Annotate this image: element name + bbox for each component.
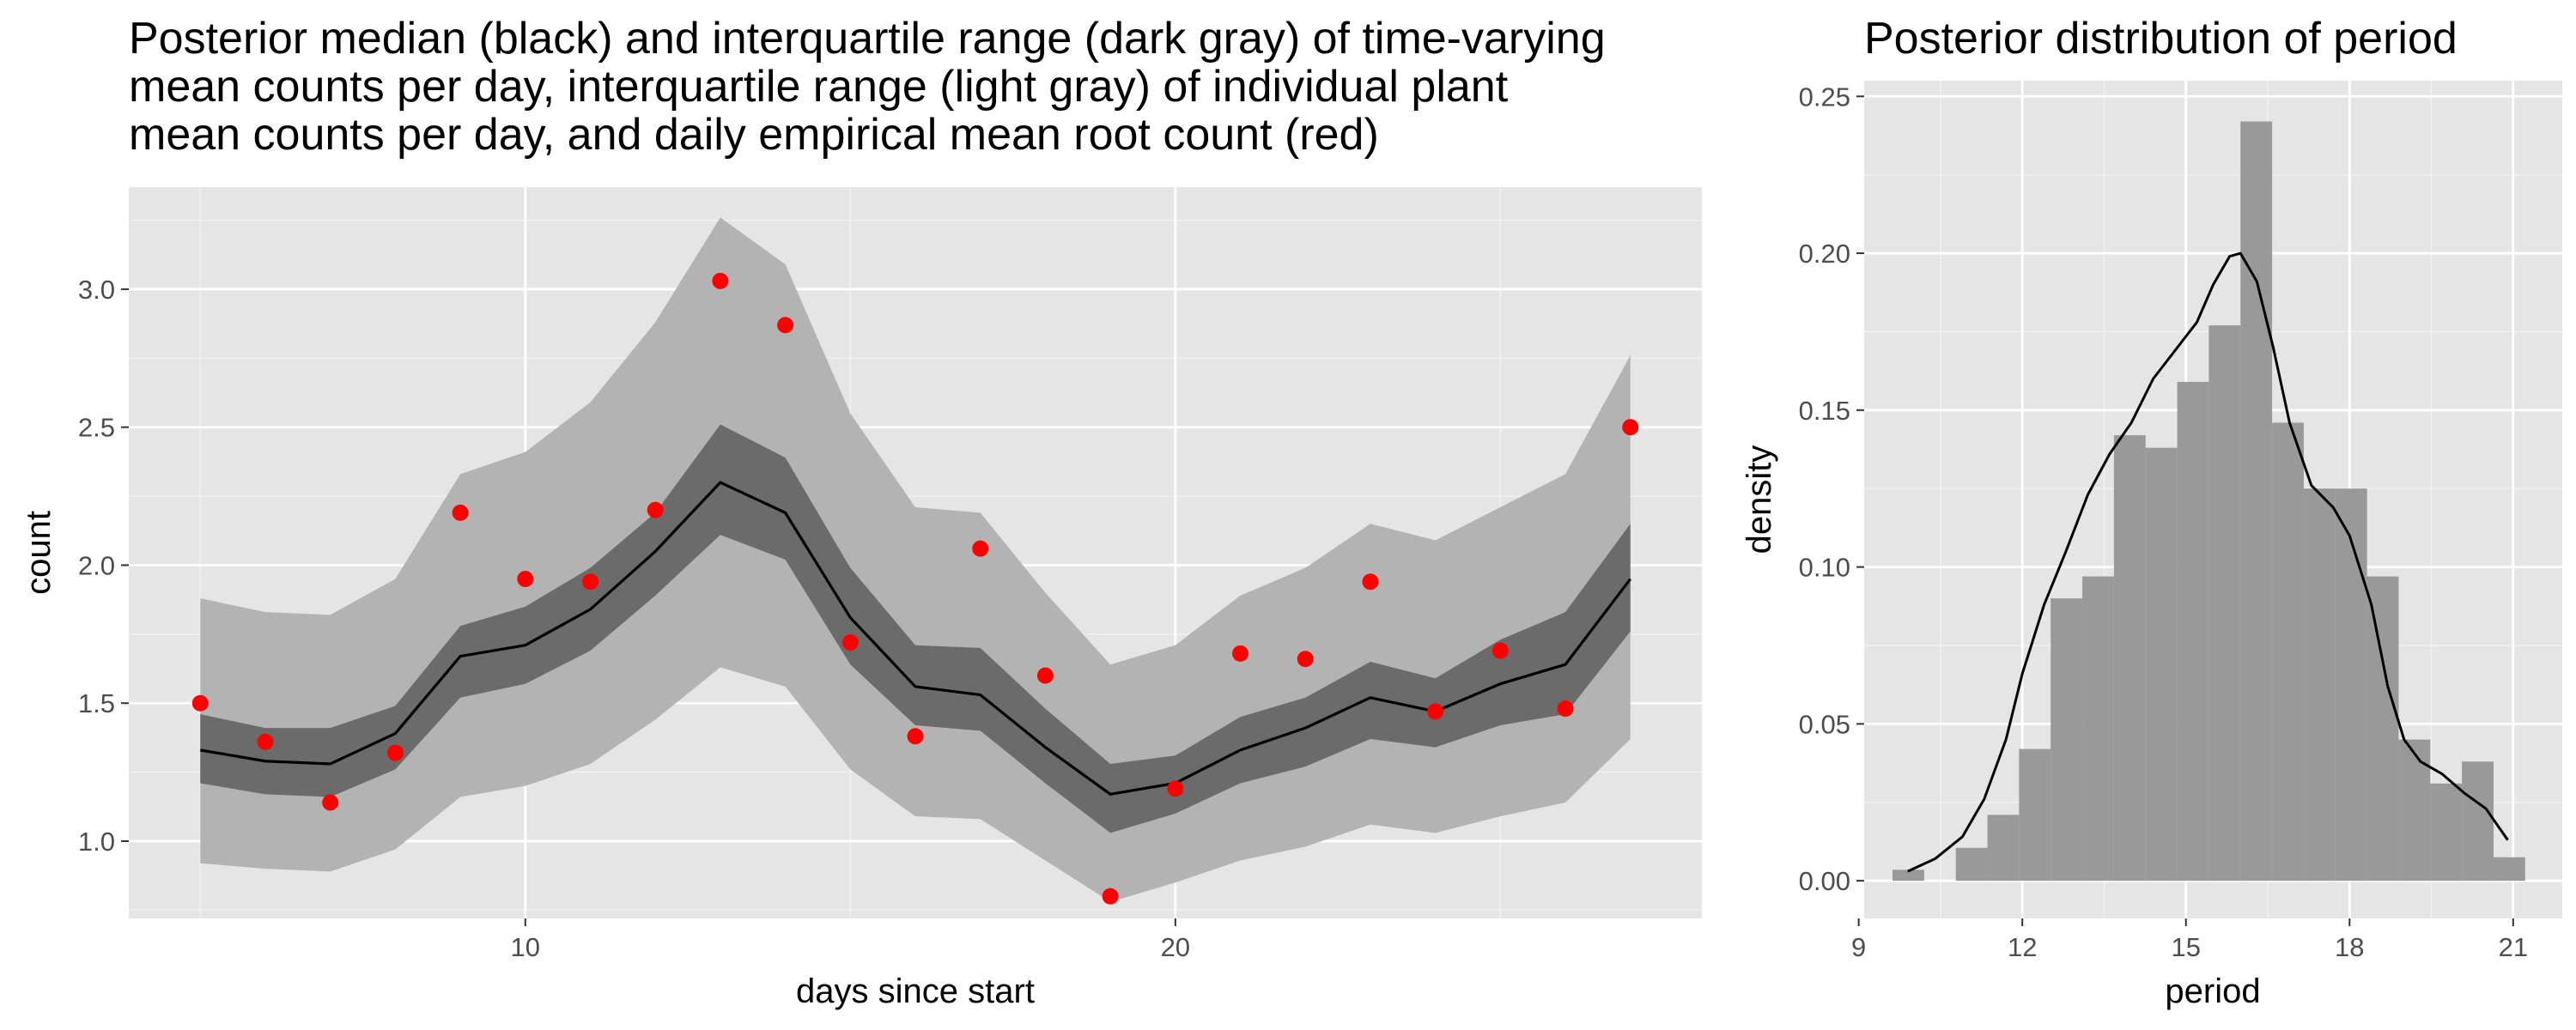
right-ticks: 9 12 15 18 21 0.00 0.05 0.10 0.15 0.20 0.25 — [1799, 82, 2528, 962]
left-title-line-3: mean counts per day, and daily empirical… — [129, 110, 1379, 160]
histogram-bar — [2113, 435, 2146, 882]
left-x-axis-title: days since start — [796, 972, 1035, 1010]
left-bands — [200, 217, 1631, 902]
left-y-tick-label: 2.0 — [78, 550, 115, 580]
right-y-tick-label: 0.15 — [1799, 396, 1850, 426]
histogram-bar — [2335, 488, 2367, 882]
empirical-mean-point — [1232, 645, 1249, 662]
left-lines — [200, 481, 1632, 796]
left-panel: Posterior median (black) and interquarti… — [20, 14, 1702, 1010]
empirical-mean-point — [1622, 419, 1639, 436]
empirical-mean-point — [712, 272, 729, 289]
right-x-tick-label: 18 — [2335, 932, 2364, 962]
right-y-tick-label: 0.25 — [1799, 82, 1850, 112]
histogram-bar — [2050, 598, 2083, 882]
left-points — [191, 272, 1639, 905]
dark-gray-mean-iqr-band — [200, 424, 1631, 833]
right-panel: Posterior distribution of period 9 12 15 18… — [1741, 14, 2562, 1010]
histogram-bar — [2462, 761, 2494, 882]
empirical-mean-point — [647, 501, 664, 518]
left-title-line-2: mean counts per day, interquartile range… — [129, 62, 1509, 112]
empirical-mean-point — [1362, 573, 1379, 591]
right-y-tick-label: 0.20 — [1799, 239, 1850, 269]
histogram-bar — [2177, 381, 2209, 882]
right-histogram-bars — [1893, 121, 2525, 882]
right-x-axis-title: period — [2165, 972, 2260, 1010]
empirical-mean-point — [1557, 700, 1574, 718]
left-y-axis-title: count — [20, 511, 58, 595]
right-y-tick-label: 0.05 — [1799, 709, 1850, 739]
right-title: Posterior distribution of period — [1864, 14, 2458, 64]
empirical-mean-point — [517, 571, 534, 588]
right-x-tick-label: 15 — [2172, 932, 2201, 962]
empirical-mean-point — [972, 540, 989, 557]
histogram-bar — [2019, 748, 2051, 882]
left-y-tick-label: 1.5 — [78, 688, 115, 718]
histogram-bar — [2208, 325, 2241, 882]
empirical-mean-point — [1427, 703, 1444, 720]
histogram-bar — [2240, 121, 2273, 882]
empirical-mean-point — [907, 728, 924, 745]
empirical-mean-point — [581, 573, 598, 591]
empirical-mean-point — [1102, 888, 1119, 905]
left-y-tick-label: 3.0 — [78, 275, 115, 305]
histogram-bar — [2493, 857, 2525, 882]
right-x-tick-label: 12 — [2008, 932, 2037, 962]
right-y-axis-title: density — [1741, 445, 1778, 554]
left-y-tick-label: 2.5 — [78, 413, 115, 443]
histogram-bar — [2398, 739, 2431, 882]
right-y-tick-label: 0.10 — [1799, 553, 1850, 583]
empirical-mean-point — [841, 633, 859, 651]
empirical-mean-point — [386, 744, 404, 761]
empirical-mean-point — [1492, 642, 1509, 659]
histogram-bar — [2082, 576, 2114, 882]
right-x-tick-label: 21 — [2499, 932, 2528, 962]
empirical-mean-point — [1297, 651, 1314, 668]
density-curve — [1907, 251, 2509, 873]
histogram-bar — [2145, 447, 2178, 882]
empirical-mean-point — [1167, 780, 1184, 797]
histogram-bar — [1987, 815, 2020, 882]
median-line — [200, 481, 1632, 796]
empirical-mean-point — [322, 794, 339, 811]
left-y-tick-label: 1.0 — [78, 827, 115, 857]
left-x-tick-label: 20 — [1161, 932, 1190, 962]
left-x-tick-label: 10 — [511, 932, 540, 962]
empirical-mean-point — [191, 694, 209, 712]
right-x-tick-label: 9 — [1851, 932, 1866, 962]
left-ticks: 10 20 1.0 1.5 2.0 2.5 3.0 — [78, 275, 1190, 962]
right-y-tick-label: 0.00 — [1799, 866, 1850, 896]
histogram-bar — [1955, 847, 1988, 882]
left-title-line-1: Posterior median (black) and interquarti… — [129, 14, 1606, 64]
empirical-mean-point — [452, 504, 469, 521]
empirical-mean-point — [1036, 667, 1054, 684]
histogram-bar — [1893, 869, 1924, 882]
histogram-bar — [2430, 783, 2463, 882]
empirical-mean-point — [257, 733, 274, 750]
histogram-bar — [2272, 422, 2304, 882]
histogram-bar — [2366, 576, 2399, 882]
histogram-bar — [2303, 488, 2336, 882]
right-density-curve — [1907, 251, 2509, 873]
empirical-mean-point — [777, 317, 794, 334]
